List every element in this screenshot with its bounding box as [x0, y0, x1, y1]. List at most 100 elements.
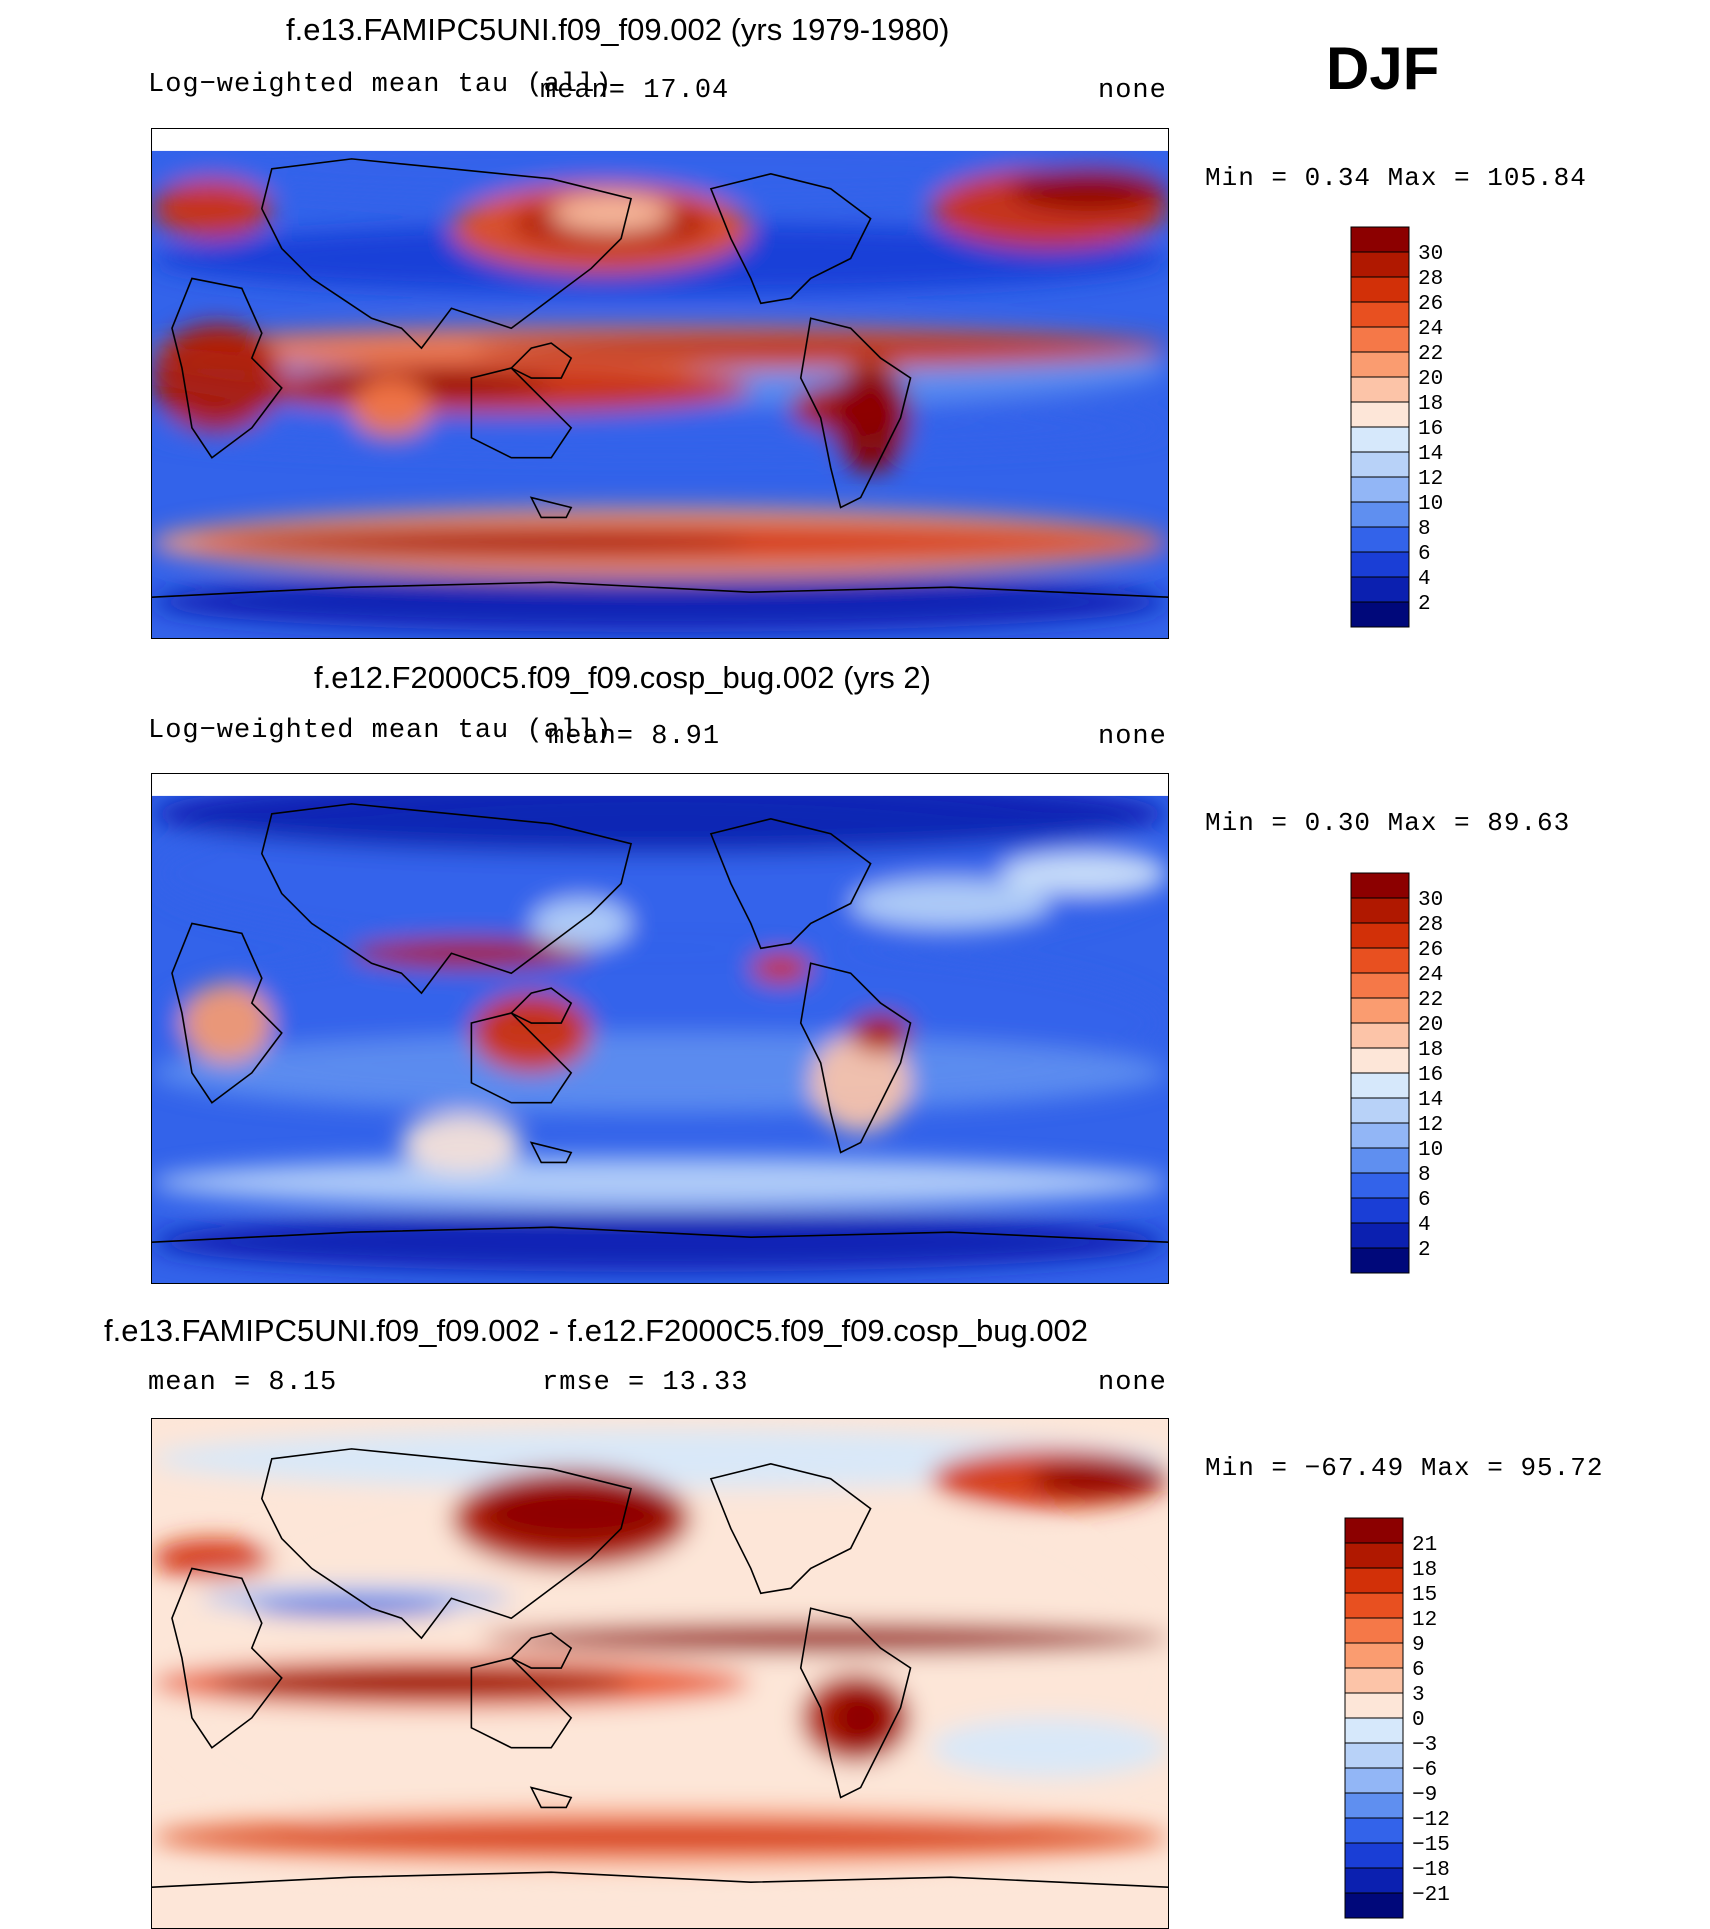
coastline — [509, 342, 573, 379]
field-region — [1000, 853, 1168, 894]
coastline — [152, 1871, 1168, 1888]
field-region — [531, 1632, 1168, 1649]
colorbar-tick-label: 12 — [1412, 1609, 1437, 1632]
panel-title-bottom: f.e13.FAMIPC5UNI.f09_f09.002 - f.e12.F20… — [104, 1313, 1089, 1348]
colorbar-swatch — [1350, 1047, 1410, 1074]
field-region — [152, 402, 1168, 453]
colorbar-tick-label: 8 — [1418, 518, 1431, 541]
colorbar-tick-label: 16 — [1418, 1064, 1443, 1087]
field-region — [181, 983, 272, 1063]
colorbar-tick-label: 6 — [1412, 1659, 1425, 1682]
colorbar-tick-label: 12 — [1418, 468, 1443, 491]
colorbar-tick-label: 2 — [1418, 593, 1431, 616]
minmax-label-bottom: Min = −67.49 Max = 95.72 — [1205, 1453, 1604, 1483]
field-region — [152, 1032, 1168, 1113]
field-region — [830, 1687, 891, 1748]
colorbar-swatch — [1350, 1197, 1410, 1224]
colorbar-swatch — [1344, 1567, 1404, 1594]
colorbar-top: 30 28 26 24 22 20 18 16 14 12 10 8 6 4 2 — [1350, 226, 1478, 628]
coastline — [171, 277, 283, 459]
colorbar-tick-label: 15 — [1412, 1584, 1437, 1607]
coastline — [709, 173, 872, 305]
coastline — [152, 1226, 1168, 1243]
field-region — [152, 1157, 1168, 1208]
panel-units-label-top: none — [1098, 76, 1167, 106]
colorbar-tick-label: 24 — [1418, 318, 1443, 341]
colorbar-tick-label: 24 — [1418, 964, 1443, 987]
colorbar-swatch — [1350, 1222, 1410, 1249]
field-region — [481, 1483, 671, 1544]
colorbar-tick-label: 12 — [1418, 1114, 1443, 1137]
colorbar-swatch — [1350, 576, 1410, 603]
colorbar-swatch — [1344, 1667, 1404, 1694]
field-region — [750, 953, 811, 984]
colorbar-tick-label: 28 — [1418, 914, 1443, 937]
field-region — [401, 1112, 522, 1173]
coastline — [709, 1463, 872, 1595]
colorbar-tick-label: 6 — [1418, 543, 1431, 566]
map-canvas-middle — [152, 774, 1168, 1283]
colorbar-swatch — [1350, 947, 1410, 974]
map-bottom — [151, 1418, 1169, 1929]
colorbar-swatch — [1344, 1867, 1404, 1894]
colorbar-bottom: 21 18 15 12 9 6 3 0 −3 −6 −9 −12 −15 −18 −21 — [1344, 1517, 1472, 1919]
field-region — [930, 1717, 1168, 1778]
coastline — [260, 158, 633, 350]
field-region — [1030, 1460, 1168, 1497]
colorbar-swatch — [1350, 1072, 1410, 1099]
coastline — [470, 367, 573, 459]
coastline — [529, 1141, 573, 1164]
colorbar-tick-label: 26 — [1418, 939, 1443, 962]
colorbar-swatch — [1350, 1122, 1410, 1149]
colorbar-swatch — [1350, 1097, 1410, 1124]
colorbar-swatch — [1350, 301, 1410, 328]
colorbar-swatch — [1344, 1742, 1404, 1769]
colorbar-swatch — [1350, 1247, 1410, 1274]
colorbar-swatch — [1350, 226, 1410, 253]
coastline — [529, 1786, 573, 1809]
field-region — [152, 323, 282, 433]
coastline — [709, 818, 872, 950]
colorbar-swatch — [1344, 1542, 1404, 1569]
coastline — [470, 1657, 573, 1749]
panel-mean-label-middle: mean= 8.91 — [548, 722, 721, 752]
colorbar-swatch — [1350, 551, 1410, 578]
minmax-label-top: Min = 0.34 Max = 105.84 — [1205, 163, 1587, 193]
colorbar-tick-label: 2 — [1418, 1239, 1431, 1262]
colorbar-swatch — [1350, 326, 1410, 353]
field-region — [551, 195, 671, 232]
colorbar-swatch — [1350, 376, 1410, 403]
colorbar-swatch — [1350, 526, 1410, 553]
field-region — [471, 336, 1168, 361]
colorbar-tick-label: −3 — [1412, 1734, 1437, 1757]
field-region — [152, 572, 1168, 633]
colorbar-swatch — [1344, 1592, 1404, 1619]
field-region — [152, 138, 1168, 199]
panel-mean-label-top: mean= 17.04 — [540, 76, 730, 106]
colorbar-swatch — [1350, 401, 1410, 428]
colorbar-swatch — [1344, 1892, 1404, 1919]
field-region — [251, 1600, 452, 1617]
colorbar-tick-label: 30 — [1418, 889, 1443, 912]
colorbar-tick-label: 0 — [1412, 1709, 1425, 1732]
colorbar-swatch — [1350, 276, 1410, 303]
colorbar-swatch — [1350, 501, 1410, 528]
field-region — [850, 878, 1051, 929]
colorbar-swatch — [1350, 351, 1410, 378]
colorbar-tick-label: 6 — [1418, 1189, 1431, 1212]
panel-units-label-bottom: none — [1098, 1368, 1167, 1398]
field-region — [152, 1212, 1168, 1273]
colorbar-swatch — [1350, 997, 1410, 1024]
colorbar-swatch — [1350, 872, 1410, 899]
colorbar-tick-label: 22 — [1418, 343, 1443, 366]
field-region — [152, 1822, 1168, 1853]
field-region — [531, 898, 632, 949]
field-region — [1010, 166, 1168, 211]
colorbar-swatch — [1344, 1692, 1404, 1719]
map-canvas-top — [152, 129, 1168, 638]
coastline — [470, 1012, 573, 1104]
colorbar-tick-label: 14 — [1418, 1089, 1443, 1112]
